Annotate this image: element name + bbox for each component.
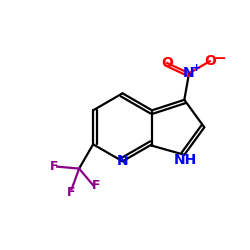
Text: N: N bbox=[183, 66, 195, 80]
Text: −: − bbox=[214, 51, 226, 66]
Text: O: O bbox=[204, 54, 216, 68]
Text: +: + bbox=[192, 63, 201, 73]
Text: N: N bbox=[117, 154, 128, 168]
Text: NH: NH bbox=[174, 153, 197, 167]
Text: F: F bbox=[50, 160, 58, 173]
Text: O: O bbox=[161, 56, 173, 70]
Text: F: F bbox=[67, 186, 76, 199]
Text: F: F bbox=[92, 179, 100, 192]
